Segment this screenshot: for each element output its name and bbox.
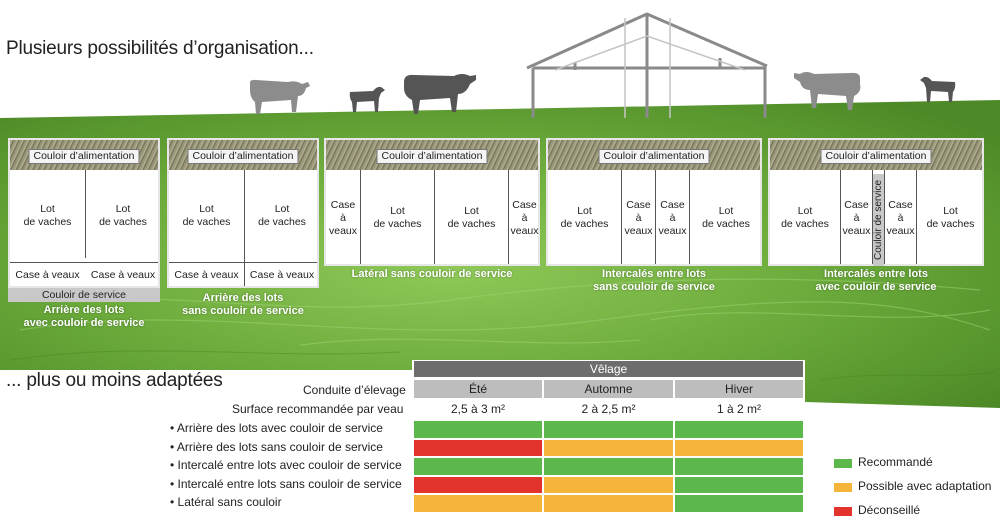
table-row-label: • Intercalé entre lots avec couloir de s… bbox=[170, 458, 402, 472]
feed-alley-label: Couloir d’alimentation bbox=[187, 149, 299, 164]
rating-cell-recommande bbox=[543, 457, 674, 476]
table-row-label: • Intercalé entre lots sans couloir de s… bbox=[170, 476, 402, 491]
lot-vaches: Lot de vaches bbox=[447, 205, 496, 230]
case-veaux: Case à veaux bbox=[90, 269, 156, 281]
cow-icon bbox=[404, 74, 476, 114]
service-corridor: Couloir de service bbox=[873, 174, 884, 266]
legend-label-deconseille: Déconseillé bbox=[858, 503, 921, 517]
legend-label-recommande: Recommandé bbox=[858, 455, 933, 469]
plan-caption: Latéral sans couloir de service bbox=[351, 268, 513, 280]
section-title-adaptation: ... plus ou moins adaptées bbox=[6, 370, 223, 391]
lot-vaches: Lot de vaches bbox=[373, 205, 422, 230]
rating-cell-deconseille bbox=[413, 475, 543, 494]
season-header-automne: Automne bbox=[543, 379, 674, 399]
cow-icon bbox=[794, 72, 861, 110]
surface-automne: 2 à 2,5 m² bbox=[581, 402, 636, 416]
legend-label-possible: Possible avec adaptation bbox=[858, 479, 992, 493]
table-row-label: • Arrière des lots avec couloir de servi… bbox=[170, 421, 383, 435]
plan-caption: Arrière des lots avec couloir de service bbox=[23, 304, 145, 329]
rating-cell-recommande bbox=[674, 475, 804, 494]
lot-vaches: Lot de vaches bbox=[702, 205, 750, 230]
season-header-hiver: Hiver bbox=[674, 379, 804, 399]
rating-cell-recommande bbox=[674, 494, 804, 513]
legend-swatch-possible bbox=[834, 483, 852, 492]
cow-icon bbox=[249, 79, 310, 114]
rating-cell-possible bbox=[543, 438, 674, 457]
feed-alley-label: Couloir d’alimentation bbox=[376, 149, 488, 164]
plan-arriere-avec-couloir: Couloir d’alimentation Lot de vaches Lot… bbox=[8, 138, 160, 288]
legend-swatch-recommande bbox=[834, 459, 852, 468]
case-veaux: Case à veaux bbox=[328, 198, 358, 237]
plan-intercales-avec-couloir: Couloir d’alimentation Lot de vaches Cas… bbox=[768, 138, 984, 266]
rating-cell-recommande bbox=[413, 457, 543, 476]
lot-vaches: Lot de vaches bbox=[99, 203, 147, 228]
lot-vaches: Lot de vaches bbox=[926, 205, 975, 230]
calf-icon bbox=[349, 86, 385, 112]
service-corridor: Couloir de service bbox=[8, 288, 160, 302]
case-veaux: Case à veaux bbox=[886, 198, 915, 237]
barn-frame-icon bbox=[526, 12, 768, 118]
legend-swatch-deconseille bbox=[834, 507, 852, 516]
rating-cell-possible bbox=[543, 475, 674, 494]
rating-cell-recommande bbox=[674, 457, 804, 476]
table-row-label: • Arrière des lots sans couloir de servi… bbox=[170, 439, 383, 454]
plan-arriere-sans-couloir: Couloir d’alimentation Lot de vaches Lot… bbox=[167, 138, 319, 288]
case-veaux: Case à veaux bbox=[658, 198, 687, 237]
surface-label: Surface recommandée par veau bbox=[232, 402, 404, 416]
lot-vaches: Lot de vaches bbox=[258, 203, 306, 228]
case-veaux: Case à veaux bbox=[249, 269, 315, 281]
rating-cell-possible bbox=[413, 494, 543, 513]
rating-cell-recommande bbox=[674, 420, 804, 439]
rating-cell-recommande bbox=[543, 420, 674, 439]
section-title-organisation: Plusieurs possibilités d’organisation... bbox=[6, 38, 314, 59]
lot-vaches: Lot de vaches bbox=[23, 203, 72, 228]
lot-vaches: Lot de vaches bbox=[781, 205, 829, 230]
table-group-header: Vêlage bbox=[413, 360, 804, 378]
table-row-label: • Latéral sans couloir bbox=[170, 495, 282, 509]
rating-cell-possible bbox=[543, 494, 674, 513]
case-veaux: Case à veaux bbox=[624, 198, 653, 237]
plan-lateral-sans-couloir: Couloir d’alimentation Case à veaux Lot … bbox=[324, 138, 540, 266]
lot-vaches: Lot de vaches bbox=[560, 205, 609, 230]
case-veaux: Case à veaux bbox=[174, 269, 239, 281]
case-veaux: Case à veaux bbox=[15, 269, 80, 281]
plan-intercales-sans-couloir: Couloir d’alimentation Lot de vaches Cas… bbox=[546, 138, 762, 266]
calf-icon bbox=[920, 76, 956, 102]
surface-ete: 2,5 à 3 m² bbox=[450, 402, 506, 416]
lot-vaches: Lot de vaches bbox=[182, 203, 231, 228]
feed-alley-label: Couloir d’alimentation bbox=[598, 149, 710, 164]
feed-alley-label: Couloir d’alimentation bbox=[28, 149, 140, 164]
plan-caption: Intercalés entre lots avec couloir de se… bbox=[815, 268, 937, 293]
case-veaux: Case à veaux bbox=[842, 198, 871, 237]
season-header-ete: Été bbox=[413, 379, 543, 399]
rating-cell-recommande bbox=[413, 420, 543, 439]
plan-caption: Arrière des lots sans couloir de service bbox=[182, 292, 304, 317]
plan-caption: Intercalés entre lots sans couloir de se… bbox=[593, 268, 715, 293]
feed-alley-label: Couloir d’alimentation bbox=[820, 149, 932, 164]
surface-hiver: 1 à 2 m² bbox=[716, 402, 761, 416]
case-veaux: Case à veaux bbox=[510, 198, 539, 237]
rating-cell-possible bbox=[674, 438, 804, 457]
conduite-label: Conduite d’élevage bbox=[303, 383, 406, 397]
rating-cell-deconseille bbox=[413, 438, 543, 457]
